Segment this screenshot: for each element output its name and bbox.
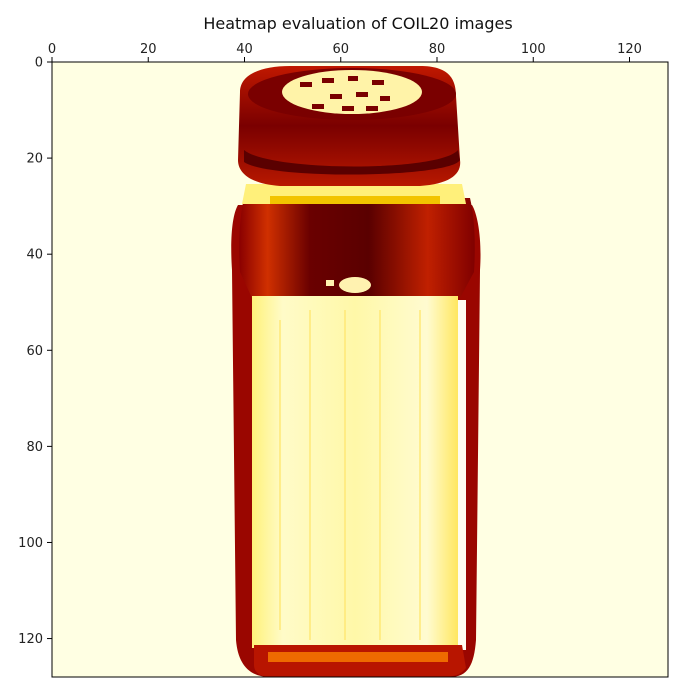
- x-axis-ticks: 0 20 40 60 80 100 120: [48, 42, 642, 62]
- y-tick-label: 100: [18, 536, 43, 551]
- heatmap-image: [231, 66, 481, 677]
- x-tick-label: 100: [521, 42, 546, 57]
- x-tick-label: 0: [48, 42, 56, 57]
- chart-title: Heatmap evaluation of COIL20 images: [203, 14, 512, 33]
- y-tick-label: 60: [26, 344, 43, 359]
- x-tick-label: 80: [429, 42, 446, 57]
- y-tick-label: 20: [26, 152, 43, 167]
- plot-frame: [51, 61, 669, 678]
- y-axis-ticks: 0 20 40 60 80 100 120: [18, 56, 52, 647]
- y-tick-label: 80: [26, 440, 43, 455]
- jar-base-highlight: [268, 652, 448, 662]
- x-tick-label: 40: [236, 42, 253, 57]
- label-streaks: [279, 310, 421, 640]
- cap-rim: [244, 150, 460, 175]
- jar-shoulder: [239, 198, 475, 298]
- x-tick-label: 120: [617, 42, 642, 57]
- x-tick-label: 20: [140, 42, 157, 57]
- cap-top-inner: [282, 70, 422, 114]
- jar-glare: [458, 300, 466, 650]
- x-tick-label: 60: [332, 42, 349, 57]
- neck-band-dark: [270, 196, 440, 204]
- y-tick-label: 0: [35, 56, 43, 71]
- cap-holes: [300, 76, 390, 111]
- y-tick-label: 120: [18, 632, 43, 647]
- shoulder-spot-2: [326, 280, 334, 286]
- y-tick-label: 40: [26, 248, 43, 263]
- jar-label: [252, 296, 458, 648]
- shoulder-spot: [339, 277, 371, 293]
